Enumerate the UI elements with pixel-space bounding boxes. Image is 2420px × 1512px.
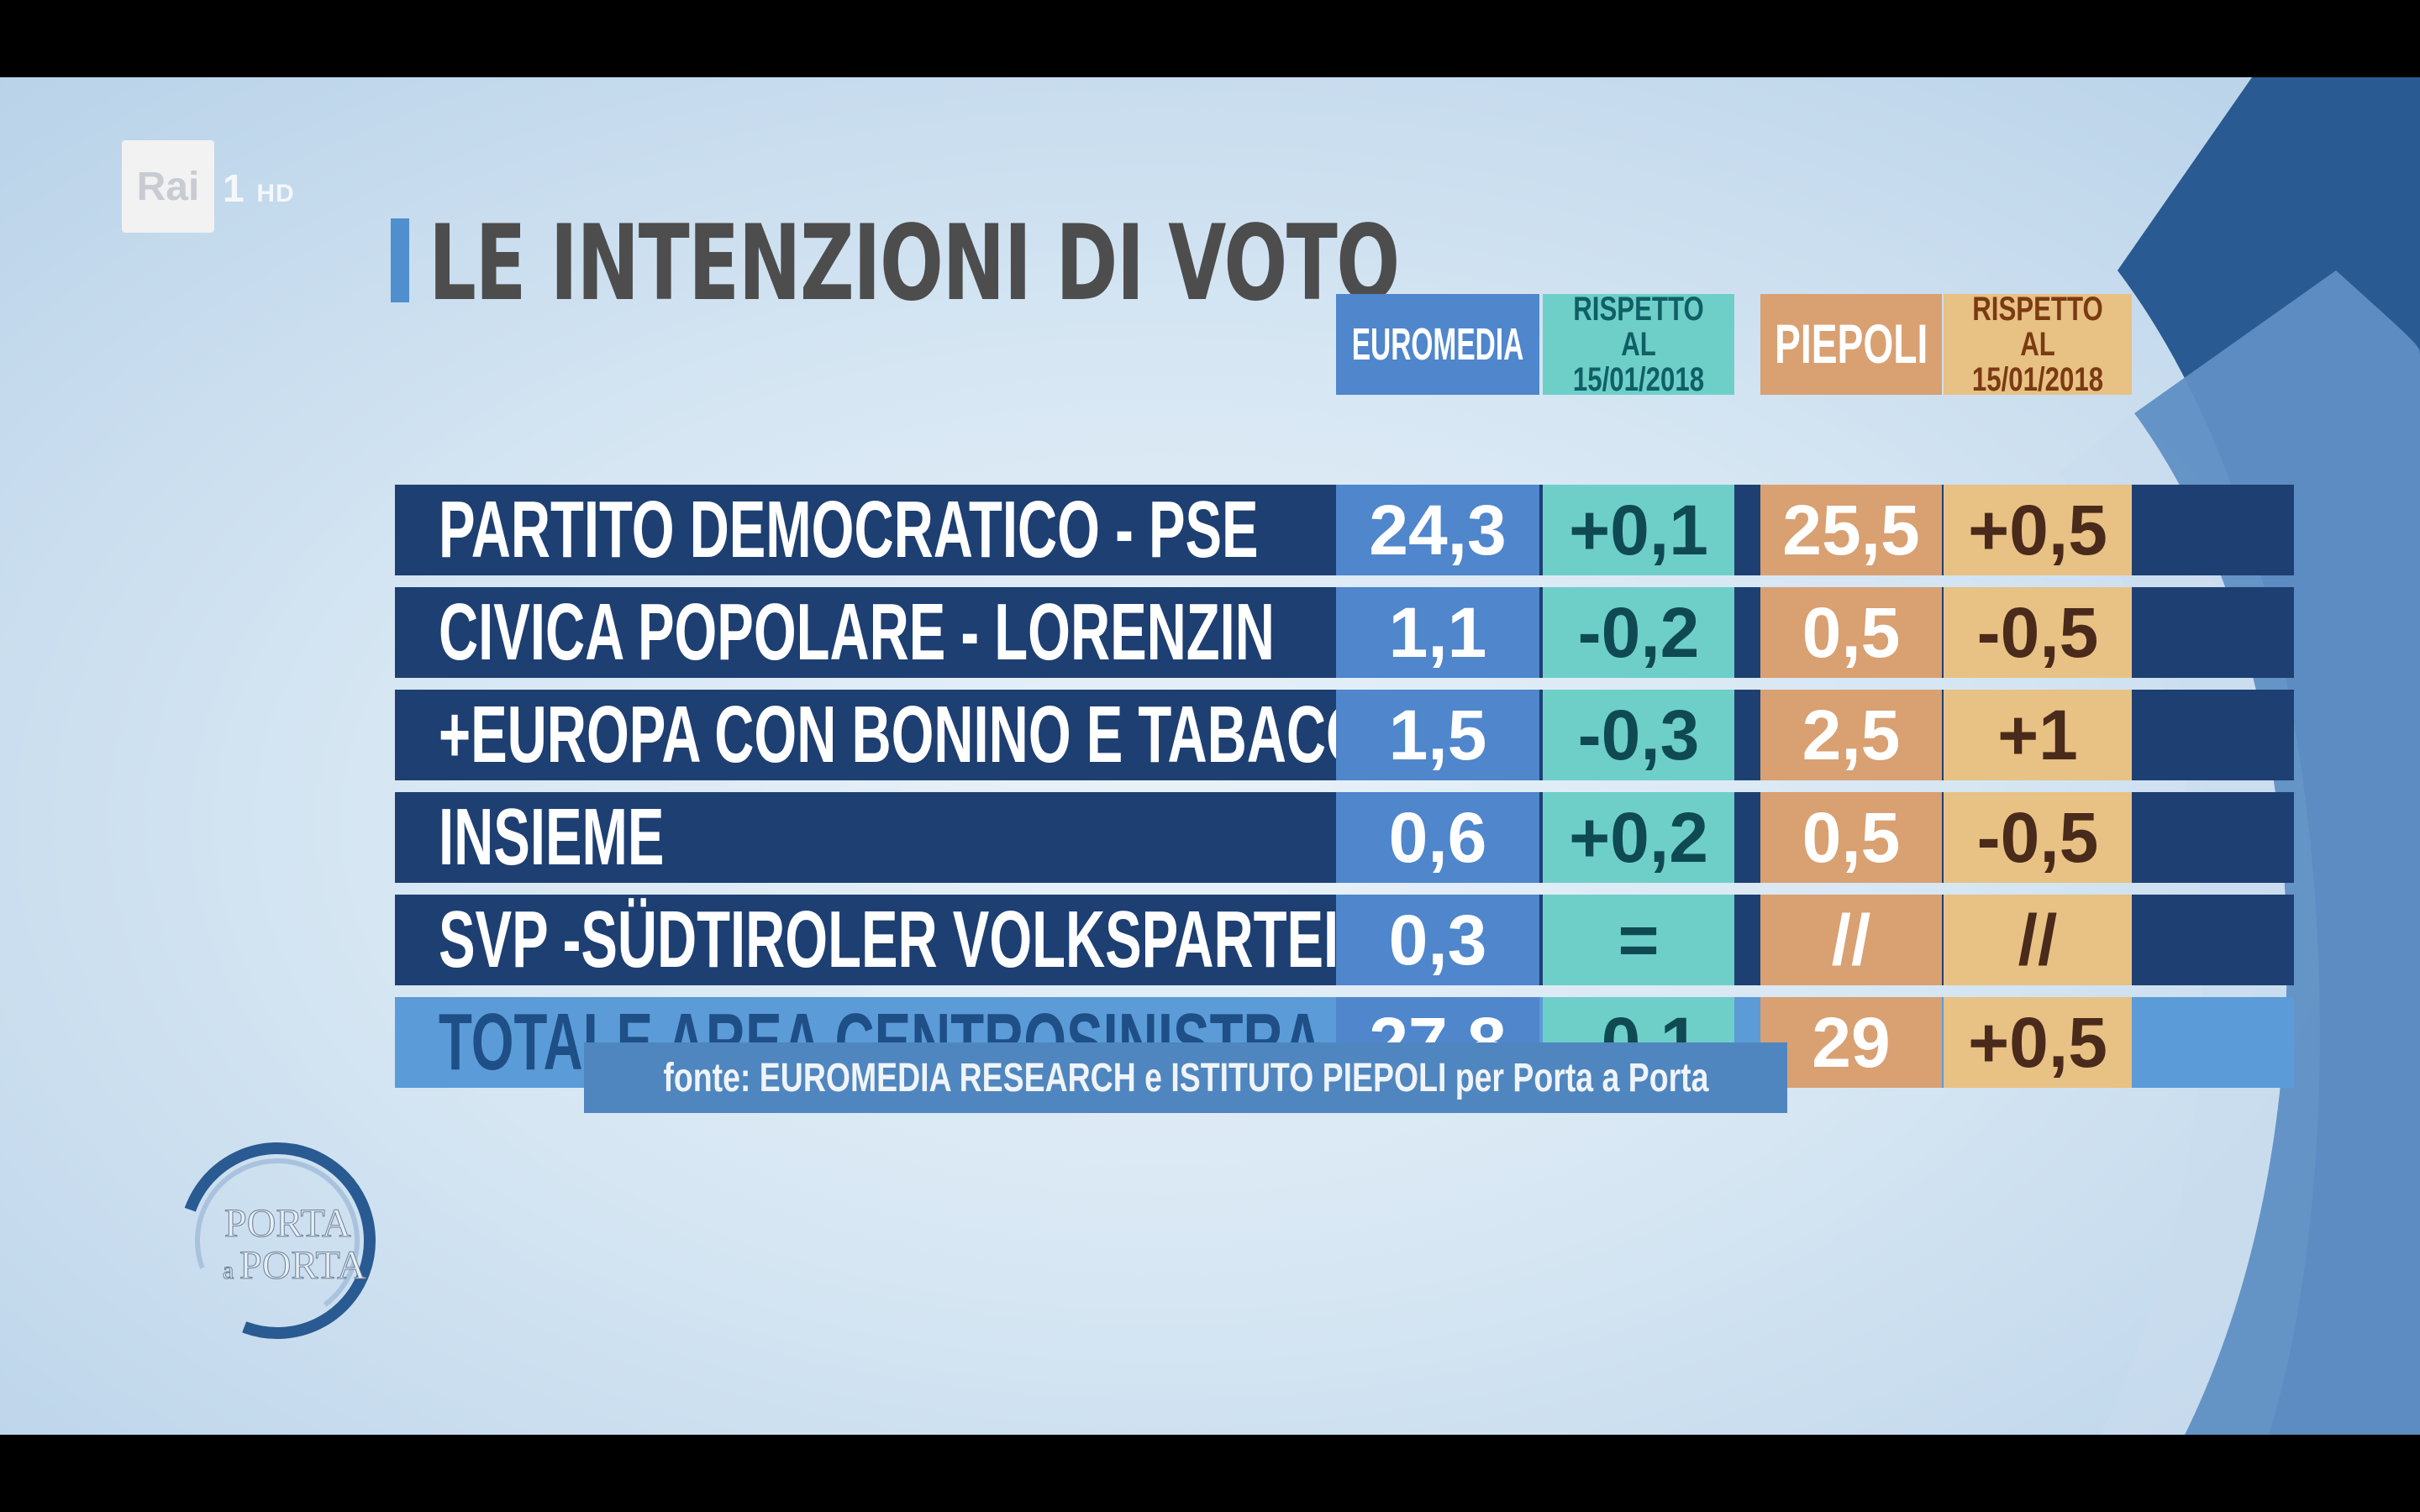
party-name: PARTITO DEMOCRATICO - PSE bbox=[439, 485, 1259, 575]
rai-logo: Rai bbox=[122, 140, 214, 233]
table-row: PARTITO DEMOCRATICO - PSE 24,3 +0,1 25,5 +0,… bbox=[395, 485, 2294, 575]
header-piepoli-delta: RISPETTO AL 15/01/2018 bbox=[1944, 291, 2132, 397]
table-row: +EUROPA CON BONINO E TABACCI 1,5 -0,3 2,5 +1 bbox=[395, 690, 2294, 780]
table-row: CIVICA POPOLARE - LORENZIN 1,1 -0,2 0,5 -0,5 bbox=[395, 587, 2294, 678]
logo-text-porta-2: PORTA bbox=[239, 1243, 366, 1288]
porta-a-porta-logo: PORTA a PORTA bbox=[179, 1142, 376, 1339]
cell-euromedia: 24,3 bbox=[1336, 485, 1539, 575]
party-name: +EUROPA CON BONINO E TABACCI bbox=[439, 690, 1381, 780]
cell-euromedia-delta: -0,3 bbox=[1543, 690, 1734, 780]
logo-text-a: a bbox=[223, 1257, 234, 1284]
header-euromedia: EUROMEDIA bbox=[1336, 294, 1539, 395]
cell-euromedia-delta: +0,1 bbox=[1543, 485, 1734, 575]
table-row: INSIEME 0,6 +0,2 0,5 -0,5 bbox=[395, 792, 2294, 883]
cell-piepoli: 29 bbox=[1760, 997, 1942, 1088]
cell-euromedia: 0,3 bbox=[1336, 895, 1539, 985]
cell-piepoli: 0,5 bbox=[1760, 792, 1942, 883]
cell-euromedia-delta: -0,2 bbox=[1543, 587, 1734, 678]
header-euromedia-delta: RISPETTO AL 15/01/2018 bbox=[1543, 291, 1734, 397]
cell-piepoli-delta: +0,5 bbox=[1944, 997, 2132, 1088]
tv-screen: Rai 1 HD LE INTENZIONI DI VOTO EUROMEDIA… bbox=[0, 77, 2420, 1435]
cell-piepoli-delta: // bbox=[1944, 895, 2132, 985]
cell-piepoli: 25,5 bbox=[1760, 485, 1942, 575]
cell-euromedia-delta: +0,2 bbox=[1543, 792, 1734, 883]
party-name: SVP -SÜDTIROLER VOLKSPARTEI bbox=[439, 895, 1339, 984]
source-caption: fonte: EUROMEDIA RESEARCH e ISTITUTO PIE… bbox=[584, 1042, 1787, 1113]
channel-number: 1 HD bbox=[223, 166, 295, 210]
header-piepoli: PIEPOLI bbox=[1760, 294, 1942, 395]
party-name: INSIEME bbox=[439, 792, 665, 882]
cell-piepoli-delta: -0,5 bbox=[1944, 792, 2132, 883]
cell-piepoli: 0,5 bbox=[1760, 587, 1942, 678]
cell-piepoli-delta: -0,5 bbox=[1944, 587, 2132, 678]
cell-euromedia-delta: = bbox=[1543, 895, 1734, 985]
cell-euromedia: 0,6 bbox=[1336, 792, 1539, 883]
cell-piepoli: // bbox=[1760, 895, 1942, 985]
cell-euromedia: 1,1 bbox=[1336, 587, 1539, 678]
cell-euromedia: 1,5 bbox=[1336, 690, 1539, 780]
cell-piepoli-delta: +1 bbox=[1944, 690, 2132, 780]
page-title: LE INTENZIONI DI VOTO bbox=[429, 203, 1400, 324]
cell-piepoli: 2,5 bbox=[1760, 690, 1942, 780]
title-accent-bar bbox=[391, 218, 409, 302]
table-row: SVP -SÜDTIROLER VOLKSPARTEI 0,3 = //// bbox=[395, 895, 2294, 985]
party-name: CIVICA POPOLARE - LORENZIN bbox=[439, 587, 1275, 677]
cell-piepoli-delta: +0,5 bbox=[1944, 485, 2132, 575]
logo-text-porta: PORTA bbox=[224, 1201, 351, 1246]
